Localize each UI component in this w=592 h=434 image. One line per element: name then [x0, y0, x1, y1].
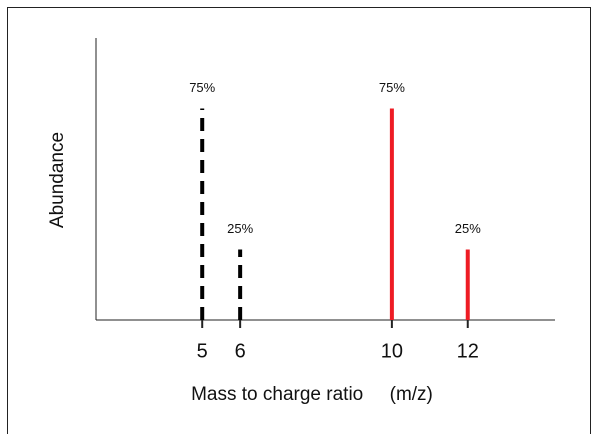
x-tick-label: 5 — [197, 340, 208, 362]
frame — [7, 7, 591, 434]
x-tick-label: 12 — [457, 340, 479, 362]
value-label: 25% — [227, 221, 253, 236]
x-axis-label: Mass to charge ratio (m/z) — [191, 384, 433, 405]
value-label: 75% — [379, 80, 405, 95]
value-label: 75% — [189, 80, 215, 95]
x-tick-label: 10 — [381, 340, 403, 362]
y-axis-label: Abundance — [47, 132, 68, 228]
x-tick-label: 6 — [235, 340, 246, 362]
value-label: 25% — [455, 221, 481, 236]
